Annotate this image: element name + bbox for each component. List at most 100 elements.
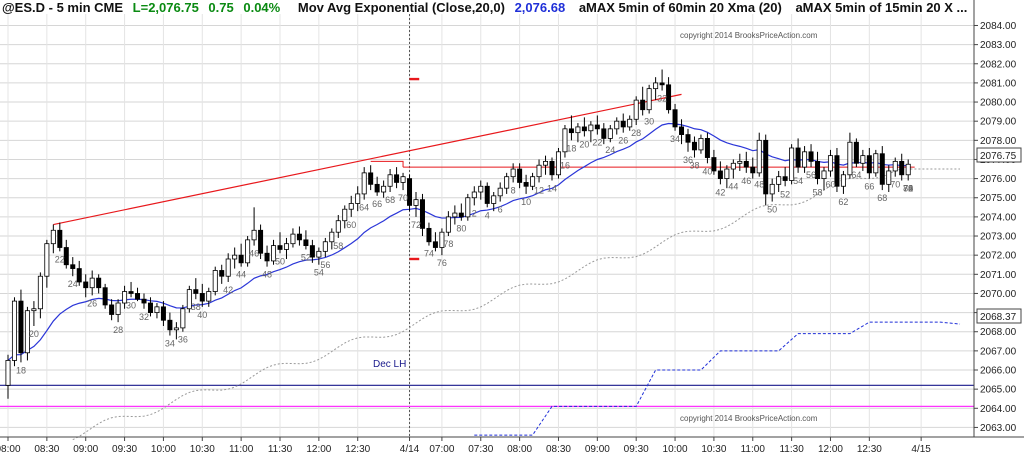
bar-count-label: 70 (890, 180, 900, 190)
candle-body (115, 302, 121, 315)
bar-count-label: 74 (424, 249, 434, 259)
candle-body (478, 185, 484, 193)
candle-body (627, 118, 633, 128)
candle-body (135, 293, 141, 300)
candle-body (653, 82, 659, 90)
candle-body (581, 126, 587, 132)
candle-body (782, 176, 788, 181)
candle-body (102, 287, 108, 306)
candle-body (57, 229, 63, 248)
header-symbol: @ES.D - 5 min CME (2, 0, 123, 15)
bar-count-label: 38 (689, 161, 699, 171)
bar-count-label: 50 (767, 205, 777, 215)
candle-body (199, 293, 205, 302)
bar-count-label: 64 (851, 170, 861, 180)
candle-body (432, 241, 438, 248)
candle-body (238, 254, 244, 264)
bar-count-label: 20 (29, 329, 39, 339)
candle-body (704, 138, 710, 158)
y-tick-label: 2084.00 (980, 21, 1017, 32)
header-study1: Mov Avg Exponential (Close,20,0) (298, 0, 505, 15)
x-tick-label: 12:30 (345, 444, 370, 455)
candle-body (750, 166, 756, 174)
candle-body (659, 82, 665, 86)
y-tick-label: 2066.00 (980, 366, 1017, 377)
candle-body (530, 176, 536, 187)
candle-body (886, 170, 892, 185)
candle-body (892, 160, 898, 172)
x-tick-label: 10:00 (663, 444, 688, 455)
y-tick-label: 2081.00 (980, 78, 1017, 89)
header-study2: aMAX 5min of 60min 20 Xma (20) (579, 0, 782, 15)
y-tick-label: 2068.00 (980, 327, 1017, 338)
last-price-tag-text: 2076.75 (980, 151, 1017, 162)
candle-body (815, 160, 821, 180)
htf-price-tag: 2068.37 (976, 308, 1022, 324)
header-study3: aMAX 5min of 15min 20 X ... (795, 0, 967, 15)
candle-body (186, 289, 192, 310)
y-tick-label: 2082.00 (980, 59, 1017, 70)
bar-count-label: 24 (605, 145, 615, 155)
candle-body (245, 239, 251, 264)
candle-body (614, 120, 620, 130)
candle-body (458, 212, 464, 218)
candle-body (394, 174, 400, 183)
bar-count-label: 56 (806, 170, 816, 180)
candles (5, 69, 911, 399)
bar-count-label: 26 (618, 136, 628, 146)
candle-body (840, 174, 846, 187)
candle-body (193, 289, 199, 294)
x-tick-label: 12:30 (857, 444, 882, 455)
trendline (53, 93, 682, 226)
candle-body (212, 270, 218, 292)
bar-count-label: 30 (126, 300, 136, 310)
candle-body (555, 151, 561, 176)
candle-body (769, 183, 775, 195)
candle-body (5, 360, 11, 386)
candle-body (504, 176, 510, 189)
y-tick-label: 2075.00 (980, 193, 1017, 204)
bar-count-label: 22 (592, 138, 602, 148)
x-tick-label: 4/14 (400, 444, 420, 455)
candle-body (737, 160, 743, 164)
candle-body (160, 306, 166, 321)
candle-body (374, 183, 380, 193)
y-tick-label: 2078.00 (980, 136, 1017, 147)
x-tick-label: 08:00 (0, 444, 21, 455)
candle-body (271, 245, 277, 262)
candle-body (37, 275, 43, 310)
x-tick-label: 10:30 (701, 444, 726, 455)
candle-body (620, 120, 626, 128)
candle-body (789, 147, 795, 181)
candle-body (679, 126, 685, 135)
bar-count-label: 24 (68, 279, 78, 289)
candle-body (31, 308, 37, 312)
candle-body (879, 153, 885, 185)
y-tick-label: 2079.00 (980, 117, 1017, 128)
last-price-tag: 2076.75 (976, 147, 1022, 163)
htf-grey-dotted-line (72, 168, 960, 441)
candle-body (206, 291, 212, 302)
candle-body (562, 128, 568, 153)
candle-body (225, 258, 231, 277)
bar-count-label: 60 (825, 180, 835, 190)
candle-body (290, 233, 296, 245)
bar-count-label: 78 (903, 184, 913, 194)
bar-count-label: 50 (275, 256, 285, 266)
candle-body (413, 199, 419, 206)
candle-body (743, 160, 749, 168)
bar-count-label: 6 (498, 205, 503, 215)
candle-body (89, 277, 95, 289)
bar-count-label: 54 (314, 268, 324, 278)
bar-count-label: 52 (301, 252, 311, 262)
candle-body (147, 302, 153, 313)
candle-body (568, 128, 574, 134)
candle-body (523, 182, 529, 187)
candle-body (730, 162, 736, 170)
bar-count-label: 28 (113, 325, 123, 335)
bar-count-label: 80 (456, 224, 466, 234)
prior-high-step (370, 160, 404, 168)
